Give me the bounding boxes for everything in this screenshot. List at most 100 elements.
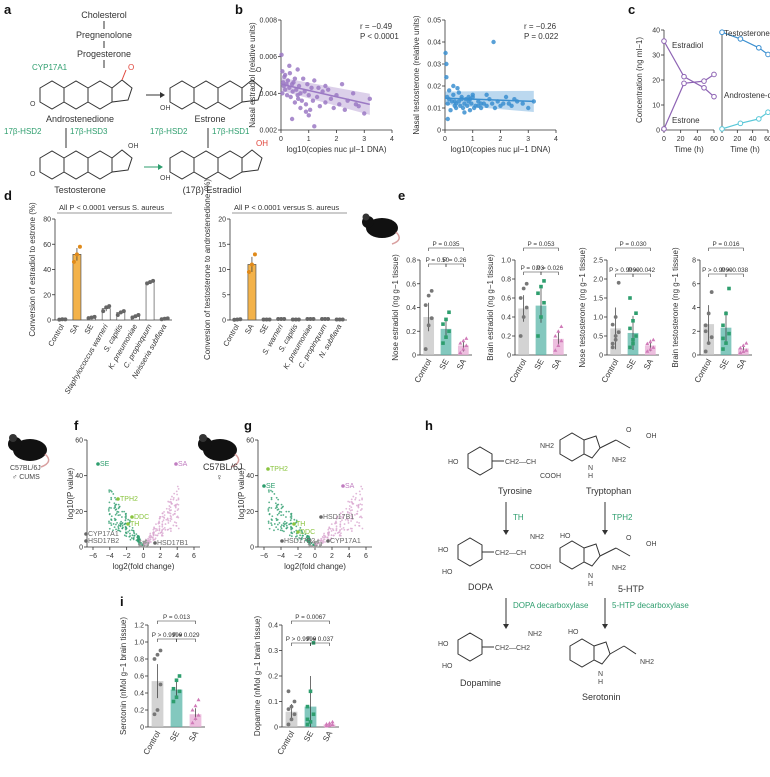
gene-point-ns [320,543,322,546]
dopa-label: DOPA [468,582,493,592]
y-tick-label: 80 [43,217,51,224]
data-point [350,91,356,96]
gene-point [108,506,111,509]
gene-point [332,529,335,532]
gene-point [298,537,301,539]
estrone-structure: O OH [160,67,263,112]
ring-b1 [63,80,89,110]
replicate-point [289,717,294,722]
gene-point [341,519,343,522]
y-axis-label: Brain estradiol (ng g−1 tissue) [486,254,495,361]
gene-point [326,536,329,539]
gene-point [344,518,347,521]
gene-point [277,528,279,531]
gene-point-ns [307,543,310,546]
x-tick-label: −4 [277,553,285,560]
gene-point [356,521,358,524]
gene-point-ns [147,543,149,546]
gene-point [351,509,353,511]
y-tick-label: 0.5 [593,334,603,341]
dopamine-ho2: HO [442,663,453,670]
series-label-1: Estrone [672,116,700,125]
gene-point [115,528,117,531]
y-tick-label: 0 [599,353,603,360]
replicate-point [447,329,451,334]
gene-point-ns [317,541,320,544]
gene-point [117,507,120,510]
gene-point [351,516,354,518]
y-axis-label: log10(P value) [237,467,246,519]
pvalue-se-sa: P = 0.26 [443,257,467,264]
panel-letter-b: b [235,2,243,17]
estrone-o: O [256,67,262,74]
gene-point [174,504,177,507]
gene-point [339,524,342,526]
ddc-enzyme-2: 5-HTP decarboxylase [612,601,689,610]
replicate-point [524,281,529,286]
gene-point [117,527,120,530]
pvalue-control-sa: P = 0.030 [619,241,647,248]
gene-point [268,513,271,515]
y-tick-label: 0.6 [501,296,511,303]
gene-point [274,507,277,510]
y-tick-label: 2.5 [593,258,603,265]
replicate-point [151,278,156,283]
gene-point [116,521,118,524]
replicate-point [559,338,564,343]
ser-chain [609,645,625,655]
y-axis-label: Nasal testosterone (relative units) [412,15,421,135]
gene-point [165,507,168,510]
estradiol-label: (17β) Estradiol [183,185,242,195]
gene-point [123,534,126,537]
y-tick-label: 0.1 [268,699,278,706]
data-point [452,99,457,104]
gene-point [267,489,270,492]
gene-point [161,512,164,515]
gene-point [156,534,159,537]
replicate-point [631,319,635,323]
gene-point [270,489,272,492]
gene-point [290,514,293,517]
gene-point [295,525,298,528]
ketone-o-3: O [30,101,36,108]
gene-point [158,527,161,530]
data-point [291,80,296,85]
gene-point [114,508,117,511]
ring-b4 [193,150,219,180]
x-tick-label: 4 [554,136,558,143]
gene-point [283,520,286,523]
gene-point [161,532,164,535]
x-axis-label: log10(copies nuc μl−1 DNA) [287,145,387,154]
replicate-point [261,317,266,322]
panel-a-pathway: Cholesterol Pregnenolone Progesterone CY… [4,10,268,195]
series-line-0 [721,31,769,55]
testosterone-structure: OH O [30,143,139,180]
gene-label-sa: SA [178,461,188,468]
y-tick-label: 0.2 [501,334,511,341]
data-point [443,50,448,56]
category-label: SE [257,323,270,336]
y-tick-label: 1.5 [593,296,603,303]
gene-point [131,529,133,532]
replicate-point [71,259,76,264]
gene-point [360,485,363,488]
tph2-enzyme: TPH2 [612,513,633,522]
gene-point [280,511,283,513]
replicate-point [458,341,463,345]
gene-point [305,536,308,539]
pvalue-control-sa: P = 0.016 [712,241,740,248]
gene-point [330,530,333,532]
y-tick-label: 4 [692,305,696,312]
gene-point [270,507,273,509]
gene-point [337,531,340,534]
gene-point [124,516,127,518]
data-point [367,96,372,102]
highlighted-gene-se [262,484,266,488]
gene-point [299,527,302,529]
gene-point [138,535,140,538]
replicate-point [738,350,743,355]
replicate-point [162,316,167,321]
replicate-point [74,252,79,257]
y-axis-label: Nose estradiol (ng g−1 tissue) [391,254,400,361]
